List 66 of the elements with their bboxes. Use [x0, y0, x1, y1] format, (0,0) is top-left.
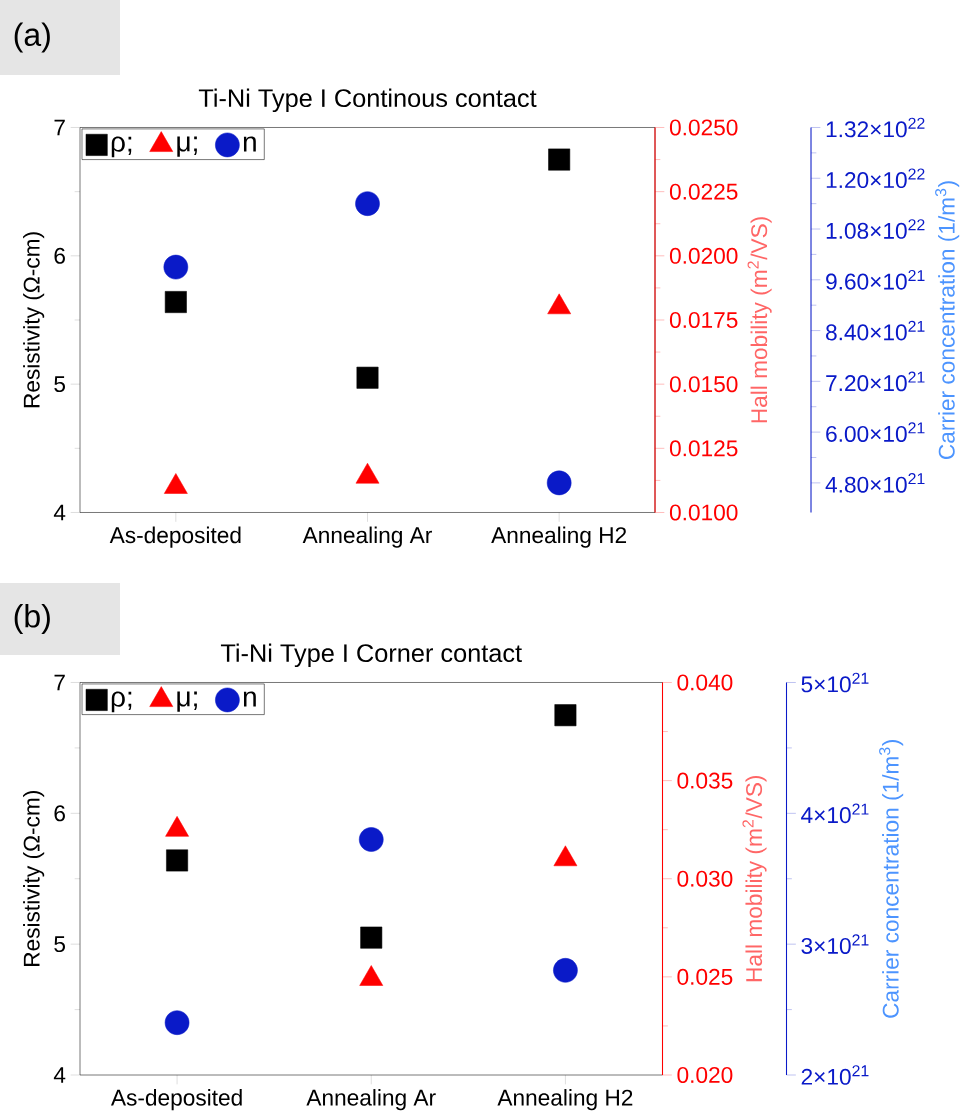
legend-label: μ;: [177, 136, 197, 157]
y3-tick-label: 9.60×10$^{21}$: [826, 269, 925, 290]
y-tick-label: 6: [54, 805, 65, 822]
y-tick-label: 4: [53, 1067, 66, 1083]
y2-tick-label: 0.030: [677, 870, 733, 887]
point: [553, 845, 578, 867]
y3-tick-label: 3×10$^{21}$: [801, 934, 869, 954]
point: [164, 291, 187, 313]
y3-axis-title: Carrier concentration (1/m$^{3}$): [935, 181, 960, 459]
y-axis-title: Resistivity (Ω-cm): [23, 232, 45, 408]
y3-tick-label: 2×10$^{21}$: [801, 1065, 869, 1085]
y-tick-label: 4: [53, 504, 66, 521]
y3-tick-label: 6.00×10$^{21}$: [826, 422, 925, 442]
chart-title: Ti-Ni Type I Corner contact: [220, 643, 522, 668]
point: [548, 148, 571, 171]
x-tick-label: Annealing Ar: [302, 526, 432, 548]
legend-label: ρ;: [111, 136, 132, 158]
y2-tick-label: 0.0225: [669, 183, 738, 200]
y3-tick-label: 8.40×10$^{21}$: [826, 320, 925, 341]
y3-tick-label: 1.20×10$^{22}$: [826, 168, 925, 189]
y3-tick-label: 1.32×10$^{22}$: [826, 117, 925, 138]
point: [164, 473, 188, 494]
y2-tick-label: 0.0200: [669, 247, 738, 264]
y3-tick-label: 1.08×10$^{22}$: [826, 219, 925, 239]
x-tick-label: As-deposited: [110, 1089, 242, 1111]
y3-tick-label: 5×10$^{21}$: [801, 672, 869, 693]
y-tick-label: 7: [54, 674, 65, 691]
y-tick-label: 5: [54, 376, 65, 393]
y3-tick-label: 7.20×10$^{21}$: [826, 371, 925, 392]
legend-label: n: [243, 136, 256, 152]
point: [554, 704, 577, 727]
y2-tick-label: 0.0125: [669, 440, 738, 457]
point: [356, 366, 379, 389]
x-tick-label: Annealing H2: [497, 1089, 633, 1111]
point: [355, 462, 380, 484]
y2-axis-title: Hall mobility (m$^{2}$/VS): [747, 217, 772, 423]
legend-label: ρ;: [111, 691, 132, 713]
y3-tick-label: 4.80×10$^{21}$: [825, 473, 925, 493]
x-tick-label: Annealing Ar: [306, 1089, 436, 1111]
y-tick-label: 7: [54, 119, 65, 136]
chart-title: Ti-Ni Type I Continous contact: [198, 88, 537, 113]
y2-tick-label: 0.020: [677, 1066, 733, 1084]
y2-tick-label: 0.0250: [669, 119, 738, 136]
y2-axis-title: Hall mobility (m$^{2}$/VS): [742, 775, 767, 982]
y2-tick-label: 0.035: [677, 772, 733, 789]
y-axis-title: Resistivity (Ω-cm): [23, 791, 45, 966]
y2-tick-label: 0.0100: [669, 504, 738, 521]
point: [359, 965, 384, 986]
y-tick-label: 5: [54, 936, 65, 953]
point: [547, 293, 571, 315]
point: [166, 849, 189, 872]
y2-tick-label: 0.040: [677, 674, 733, 691]
legend-label: μ;: [177, 691, 197, 712]
point: [165, 816, 189, 837]
y2-tick-label: 0.0175: [669, 311, 738, 329]
y3-axis-title: Carrier concentration (1/m$^{3}$): [879, 739, 904, 1018]
y-tick-label: 6: [54, 247, 65, 264]
text: (b): [14, 604, 50, 634]
y3-tick-label: 4×10$^{21}$: [801, 803, 869, 824]
y2-tick-label: 0.0150: [669, 376, 738, 393]
x-tick-label: As-deposited: [109, 526, 241, 548]
legend-label: n: [243, 691, 256, 707]
text: (a): [14, 22, 50, 53]
point: [360, 926, 383, 949]
x-tick-label: Annealing H2: [491, 526, 627, 548]
y2-tick-label: 0.025: [677, 968, 733, 985]
